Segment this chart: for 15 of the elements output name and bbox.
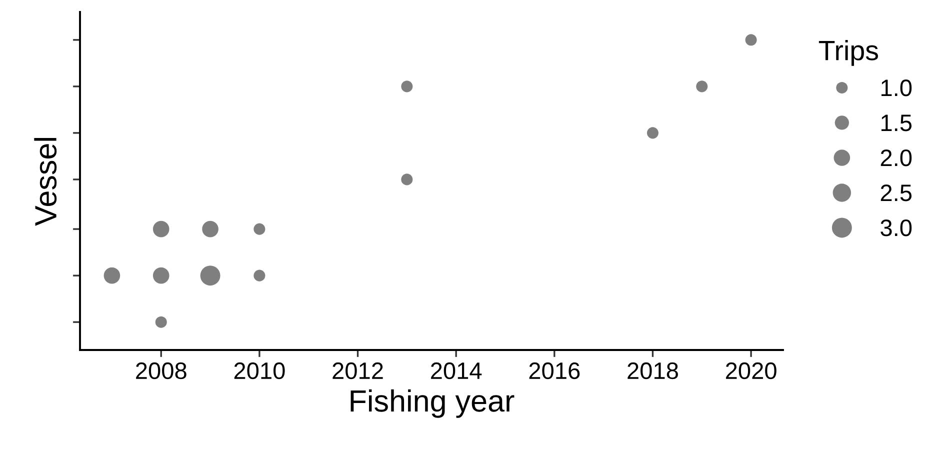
legend-label: 2.5 — [880, 184, 912, 202]
x-tick-label: 2008 — [136, 362, 186, 380]
x-tick-label: 2016 — [529, 362, 580, 380]
x-tick-label: 2020 — [726, 362, 776, 380]
x-tick-label: 2018 — [628, 362, 678, 380]
x-tick-label: 2010 — [234, 362, 285, 380]
legend-label: 1.0 — [882, 80, 912, 96]
legend-label: 3.0 — [880, 219, 912, 236]
legend-label: 2.0 — [880, 150, 912, 166]
y-axis-title: Vessel — [34, 138, 57, 226]
x-tick-label: 2014 — [431, 362, 482, 380]
legend-label: 1.5 — [882, 114, 912, 132]
x-axis-title: Fishing year — [350, 389, 514, 418]
x-tick-label: 2012 — [332, 362, 383, 380]
legend-title: Trips — [818, 40, 878, 66]
